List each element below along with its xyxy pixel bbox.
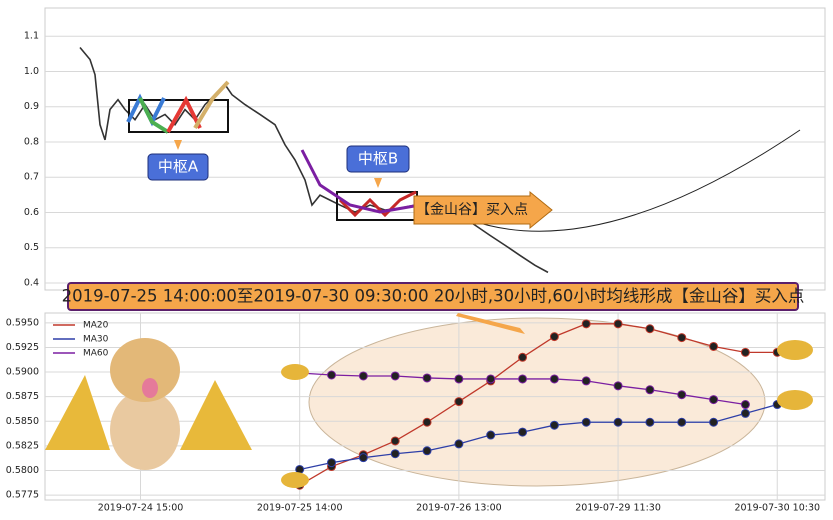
- point: [390, 449, 400, 459]
- zone-a-label: 中枢A: [158, 158, 199, 176]
- point: [549, 374, 559, 384]
- arrow: [456, 313, 525, 334]
- point: [581, 376, 591, 386]
- bottom-frame: [44, 312, 826, 501]
- point: [740, 347, 750, 357]
- x-tick-label: 2019-07-26 13:00: [416, 503, 502, 514]
- point: [677, 390, 687, 400]
- point: [454, 397, 464, 407]
- ma-curve: [300, 149, 421, 214]
- point: [677, 333, 687, 343]
- point: [549, 332, 559, 342]
- series-line: [299, 403, 778, 471]
- point: [581, 417, 591, 427]
- point: [327, 458, 337, 468]
- y-tick-label: 0.5925: [6, 342, 39, 353]
- zigzag: [166, 95, 202, 133]
- point: [645, 385, 655, 395]
- y-tick-label: 0.5950: [6, 317, 39, 328]
- top-panel: 0.4 0.5 0.6 0.7 0.8 0.9 1.0 1.1: [24, 31, 825, 288]
- point: [518, 352, 528, 362]
- y-tick-label: 0.4: [24, 277, 39, 288]
- dog-head: [110, 338, 180, 402]
- y-tick-label: 0.5: [24, 242, 39, 253]
- point: [486, 374, 496, 384]
- y-tick-label: 0.5900: [6, 367, 39, 378]
- y-tick-label: 1.1: [24, 31, 39, 42]
- zone-b-label: 中枢B: [358, 150, 398, 168]
- point: [486, 430, 496, 440]
- point: [740, 400, 750, 410]
- point: [740, 408, 750, 418]
- point: [454, 374, 464, 384]
- arrow: [374, 178, 382, 188]
- point: [390, 371, 400, 381]
- x-tick-label: 2019-07-25 14:00: [257, 503, 343, 514]
- banner-text: 2019-07-25 14:00:00至2019-07-30 09:30:00 …: [62, 287, 805, 306]
- point: [454, 439, 464, 449]
- gold-ingot: [281, 472, 309, 488]
- point: [390, 436, 400, 446]
- y-tick-label: 0.8: [24, 136, 39, 147]
- x-tick-label: 2019-07-30 10:30: [734, 503, 820, 514]
- point: [422, 417, 432, 427]
- y-tick-label: 0.6: [24, 207, 39, 218]
- y-tick-label: 0.5850: [6, 416, 39, 427]
- gold-ingot: [281, 364, 309, 380]
- x-tick-label: 2019-07-24 15:00: [98, 503, 184, 514]
- y-tick-label: 0.5875: [6, 391, 39, 402]
- bottom-panel: 0.5775 0.5800 0.5825 0.5850 0.5875 0.5900 0.59…: [6, 313, 825, 514]
- x-tick-label: 2019-07-29 11:30: [575, 503, 661, 514]
- point: [581, 319, 591, 329]
- y-tick-label: 0.7: [24, 172, 39, 183]
- banner: [67, 282, 799, 311]
- highlight-ellipse: [308, 317, 766, 487]
- gold-pyramid: [180, 380, 252, 450]
- point: [645, 417, 655, 427]
- gold-pyramid: [45, 375, 110, 450]
- point: [709, 417, 719, 427]
- zigzag: [138, 97, 170, 134]
- point: [358, 371, 368, 381]
- point: [549, 420, 559, 430]
- buy-arrow: [413, 190, 553, 230]
- y-tick-label: 0.5775: [6, 490, 39, 501]
- legend-label: MA20: [83, 321, 109, 331]
- legend-label: MA30: [83, 335, 109, 345]
- point: [613, 417, 623, 427]
- point: [422, 446, 432, 456]
- zigzag: [338, 190, 417, 218]
- gold-ingot: [777, 340, 813, 360]
- label-box: [346, 145, 410, 173]
- point: [709, 395, 719, 405]
- y-tick-label: 0.5800: [6, 465, 39, 476]
- y-tick-label: 0.5825: [6, 440, 39, 451]
- point: [358, 453, 368, 463]
- point: [327, 370, 337, 380]
- series-line: [299, 323, 778, 486]
- label-box: [147, 153, 209, 181]
- buy-label: 【金山谷】买入点: [416, 202, 528, 218]
- point: [677, 417, 687, 427]
- y-tick-label: 0.9: [24, 101, 39, 112]
- point: [613, 381, 623, 391]
- point: [709, 341, 719, 351]
- point: [518, 427, 528, 437]
- zigzag: [193, 80, 230, 130]
- legend-label: MA60: [83, 349, 109, 359]
- gold-ingot: [777, 390, 813, 410]
- arrow: [174, 140, 182, 150]
- point: [613, 319, 623, 329]
- dog-body: [110, 390, 180, 470]
- fit-curve: [469, 129, 801, 232]
- point: [422, 373, 432, 383]
- dog-tongue: [142, 378, 158, 398]
- point: [645, 324, 655, 334]
- point: [518, 374, 528, 384]
- y-tick-label: 1.0: [24, 66, 39, 77]
